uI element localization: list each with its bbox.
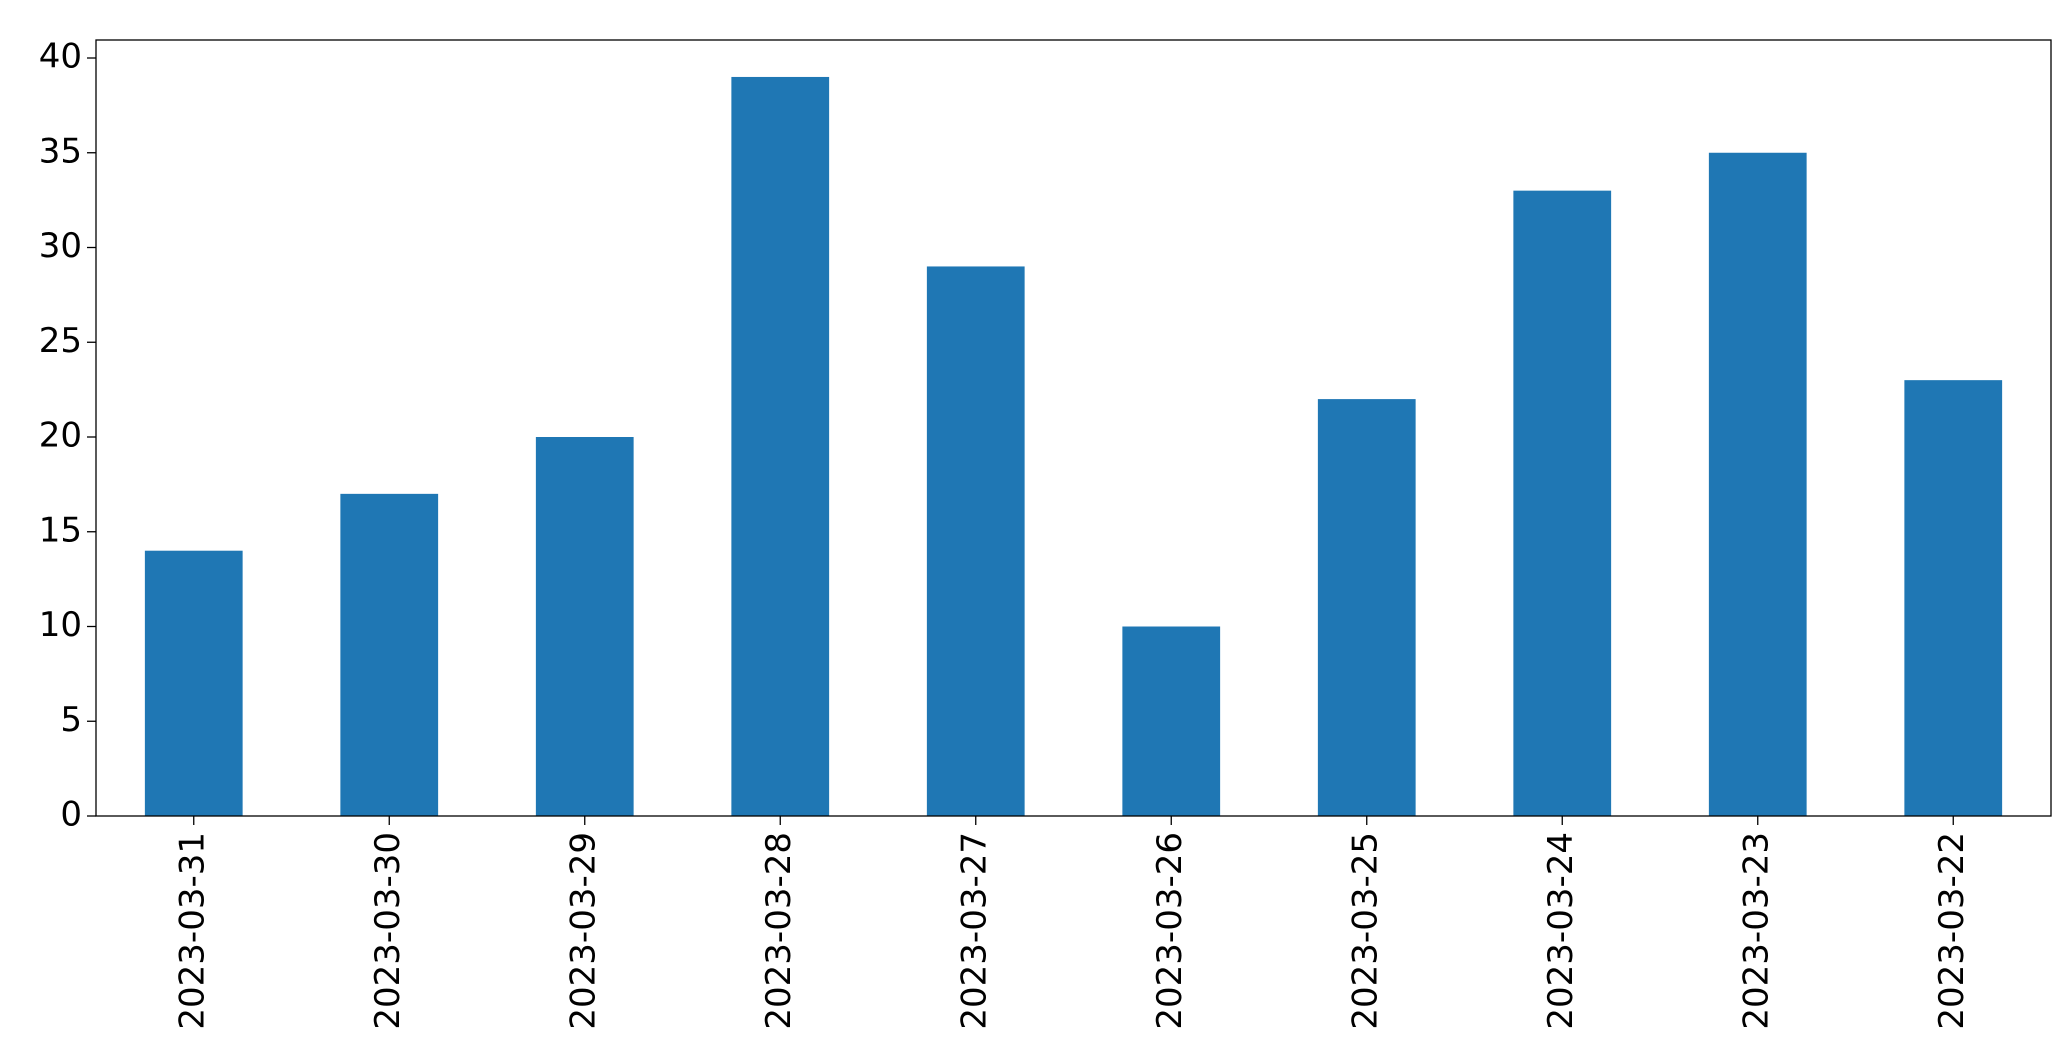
x-tick-label: 2023-03-29 xyxy=(563,832,603,1030)
x-tick-label: 2023-03-23 xyxy=(1736,832,1776,1030)
bar xyxy=(1904,380,2003,816)
x-tick-label: 2023-03-25 xyxy=(1345,832,1385,1030)
bar xyxy=(1317,399,1416,816)
bar xyxy=(1708,152,1807,816)
bar xyxy=(144,550,243,816)
y-tick-label: 0 xyxy=(60,795,82,835)
x-tick-label: 2023-03-30 xyxy=(368,832,408,1030)
x-tick-label: 2023-03-28 xyxy=(759,832,799,1030)
bar xyxy=(1513,190,1612,817)
y-tick-label: 35 xyxy=(39,131,82,171)
bar xyxy=(926,266,1025,816)
x-tick-label: 2023-03-27 xyxy=(954,832,994,1030)
bar xyxy=(535,437,634,816)
y-tick-label: 10 xyxy=(39,605,82,645)
bar xyxy=(1122,626,1221,816)
plot-frame xyxy=(95,39,2052,817)
y-tick-label: 25 xyxy=(39,321,82,361)
y-tick-label: 5 xyxy=(60,700,82,740)
bar xyxy=(340,493,439,816)
y-tick-label: 30 xyxy=(39,226,82,266)
x-tick-label: 2023-03-22 xyxy=(1932,832,1972,1030)
x-tick-label: 2023-03-31 xyxy=(172,832,212,1030)
y-tick-label: 40 xyxy=(39,37,82,77)
x-tick-label: 2023-03-24 xyxy=(1541,832,1581,1030)
y-tick-label: 20 xyxy=(39,416,82,456)
y-tick-label: 15 xyxy=(39,510,82,550)
bar xyxy=(731,76,830,816)
x-tick-label: 2023-03-26 xyxy=(1150,832,1190,1030)
